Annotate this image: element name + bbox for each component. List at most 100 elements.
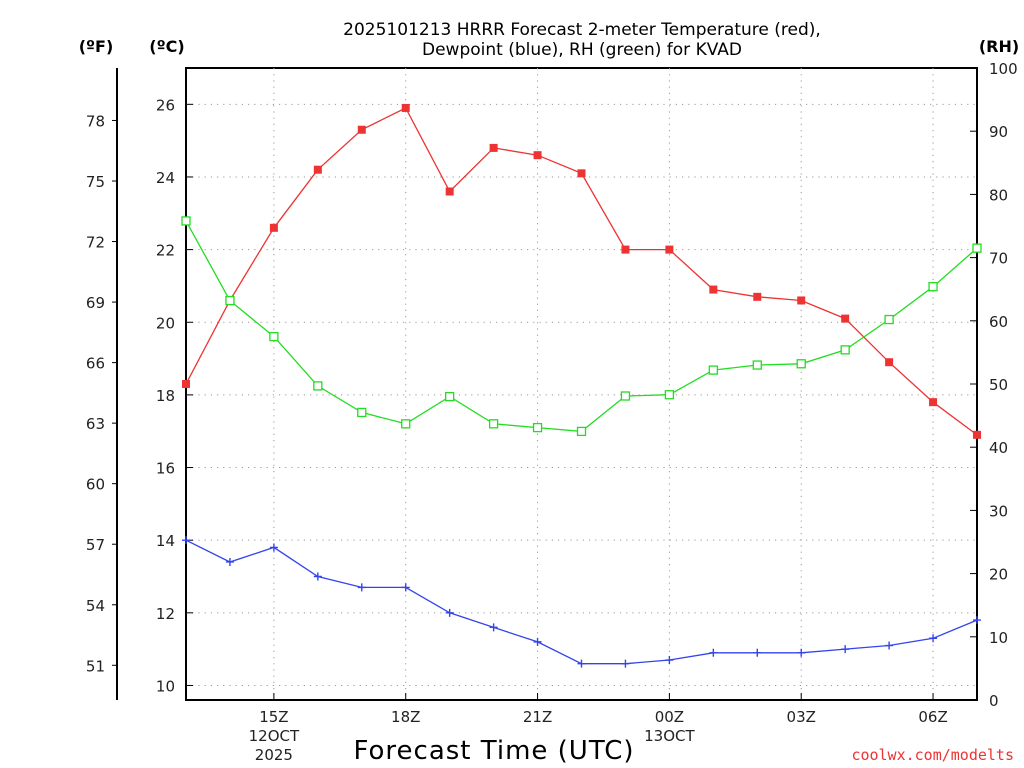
- temperature-point: [621, 245, 630, 254]
- temperature-point: [753, 292, 762, 301]
- temperature-point: [577, 169, 586, 178]
- time-tick-label: 00Z: [655, 708, 684, 726]
- celsius-tick-label: 16: [156, 460, 175, 478]
- rh-point: [620, 391, 631, 401]
- temperature-point: [533, 151, 542, 160]
- celsius-tick-label: 22: [156, 242, 175, 260]
- rh-unit-label: (RH): [979, 37, 1019, 56]
- rh-point: [752, 360, 762, 370]
- celsius-tick-label: 26: [156, 96, 175, 114]
- time-tick-label: 21Z: [523, 708, 552, 726]
- celsius-unit-label: (ºC): [149, 37, 184, 56]
- celsius-tick-label: 10: [156, 677, 175, 695]
- celsius-tick-label: 20: [156, 314, 175, 332]
- dewpoint-point: [753, 648, 762, 657]
- rh-point: [269, 331, 279, 342]
- celsius-axis: 10 12 14 16 18 20 22 24 26: [156, 96, 193, 695]
- series-temperature: [182, 103, 981, 439]
- series-dewpoint: [182, 536, 981, 668]
- rh-point: [225, 295, 235, 306]
- time-tick-label: 12OCT: [249, 727, 300, 745]
- temperature-point: [885, 358, 894, 367]
- time-tick-label: 06Z: [918, 708, 947, 726]
- temperature-point: [489, 143, 498, 152]
- rh-point: [576, 426, 587, 437]
- fahrenheit-tick-label: 66: [86, 355, 105, 373]
- dewpoint-point: [797, 648, 806, 657]
- grid-layer: [186, 68, 977, 700]
- dewpoint-point: [929, 634, 938, 643]
- dewpoint-point: [577, 659, 586, 668]
- time-tick-label: 15Z: [259, 708, 288, 726]
- dewpoint-point: [401, 583, 410, 592]
- celsius-tick-label: 18: [156, 387, 175, 405]
- fahrenheit-axis: 51 54 57 60 63 66 69 72 75 78: [86, 112, 117, 675]
- time-tick-label: 03Z: [787, 708, 816, 726]
- dewpoint-point: [533, 637, 542, 646]
- time-tick-label: 13OCT: [644, 727, 695, 745]
- dewpoint-line: [185, 539, 978, 665]
- rh-tick-label: 10: [989, 629, 1008, 647]
- rh-point: [313, 381, 323, 391]
- chart-title-line-1: 2025101213 HRRR Forecast 2-meter Tempera…: [343, 20, 821, 40]
- credit-text: coolwx.com/modelts: [851, 746, 1014, 764]
- x-axis-label: Forecast Time (UTC): [353, 736, 634, 766]
- rh-tick-label: 0: [989, 692, 999, 710]
- fahrenheit-tick-label: 63: [86, 415, 105, 433]
- fahrenheit-unit-label: (ºF): [79, 37, 114, 56]
- rh-tick-label: 90: [989, 123, 1008, 141]
- temperature-point: [313, 165, 322, 174]
- dewpoint-point: [665, 656, 674, 665]
- fahrenheit-tick-label: 57: [86, 536, 105, 554]
- rh-point: [181, 216, 191, 226]
- temperature-point: [797, 296, 806, 305]
- time-tick-label: 2025: [255, 746, 293, 764]
- fahrenheit-tick-label: 78: [86, 112, 105, 130]
- dewpoint-point: [225, 557, 234, 566]
- temperature-point: [973, 430, 981, 439]
- dewpoint-point: [269, 543, 278, 552]
- series-rh: [181, 216, 982, 437]
- rh-tick-label: 70: [989, 250, 1008, 268]
- fahrenheit-tick-label: 75: [86, 173, 105, 191]
- rh-point: [532, 422, 543, 433]
- rh-point: [884, 314, 894, 325]
- celsius-tick-label: 12: [156, 605, 175, 623]
- dewpoint-point: [182, 536, 190, 545]
- dewpoint-point: [357, 583, 366, 592]
- temperature-point: [182, 380, 190, 388]
- rh-point: [664, 390, 675, 400]
- rh-point: [928, 282, 938, 292]
- rh-line: [185, 220, 978, 433]
- dewpoint-point: [313, 572, 322, 581]
- fahrenheit-tick-label: 51: [86, 657, 105, 675]
- rh-tick-label: 40: [989, 439, 1008, 457]
- rh-tick-label: 50: [989, 376, 1008, 394]
- temperature-point: [269, 223, 278, 232]
- rh-point: [972, 243, 982, 253]
- temperature-point: [709, 285, 718, 294]
- rh-point: [401, 419, 411, 429]
- rh-tick-label: 100: [989, 60, 1018, 78]
- dewpoint-point: [621, 659, 630, 668]
- rh-tick-label: 20: [989, 566, 1008, 584]
- plot-frame: [185, 67, 978, 701]
- chart-title-line-2: Dewpoint (blue), RH (green) for KVAD: [422, 40, 742, 60]
- dewpoint-point: [489, 623, 498, 632]
- celsius-tick-label: 14: [156, 532, 175, 550]
- rh-tick-label: 60: [989, 313, 1008, 331]
- rh-tick-label: 80: [989, 186, 1008, 204]
- rh-point: [357, 407, 367, 418]
- dewpoint-point: [885, 641, 894, 650]
- dewpoint-point: [841, 645, 850, 654]
- temperature-point: [401, 103, 410, 112]
- series-layer: [181, 103, 982, 668]
- dewpoint-point: [973, 616, 981, 625]
- fahrenheit-tick-label: 69: [86, 294, 105, 312]
- time-tick-label: 18Z: [391, 708, 420, 726]
- rh-point: [488, 419, 499, 429]
- dewpoint-point: [445, 608, 454, 617]
- rh-axis: 0 10 20 30 40 50 60 70 80 90 100: [970, 60, 1018, 710]
